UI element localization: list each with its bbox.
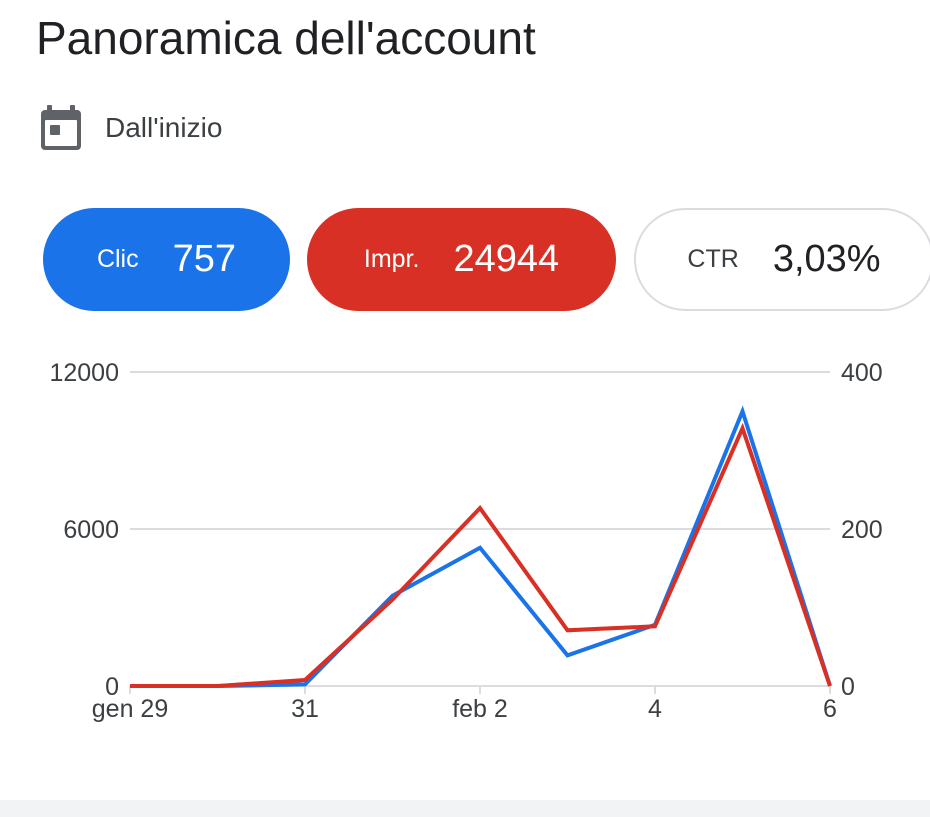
y-right-tick-label: 0 (841, 673, 855, 701)
y-right-tick-label: 200 (841, 516, 883, 544)
performance-line-chart: 0 0 6000 200 12000 400 gen 29 31 feb 2 4 6 (49, 359, 883, 723)
impressions-metric-chip[interactable]: Impr. 24944 (307, 208, 616, 311)
bottom-panel (0, 800, 930, 817)
metric-label: Clic (96, 245, 139, 273)
x-tick-label: gen 29 (92, 695, 168, 723)
ctr-metric-chip[interactable]: CTR 3,03% (634, 208, 930, 311)
x-tick-label: feb 2 (452, 695, 508, 723)
metric-value: 3,03% (772, 238, 881, 280)
metric-label: CTR (687, 245, 739, 273)
series-line-impr (130, 422, 832, 688)
y-left-tick-label: 6000 (63, 516, 119, 544)
metric-value: 24944 (453, 238, 560, 280)
page-title: Panoramica dell'account (36, 12, 536, 64)
series-line-clic (130, 405, 832, 688)
y-left-tick-label: 12000 (49, 359, 119, 387)
x-tick-label: 31 (291, 695, 319, 723)
clicks-metric-chip[interactable]: Clic 757 (43, 208, 290, 311)
x-tick-label: 6 (823, 695, 837, 723)
x-tick-label: 4 (648, 695, 662, 723)
calendar-icon (41, 105, 81, 150)
metric-value: 757 (172, 238, 237, 280)
y-right-tick-label: 400 (841, 359, 883, 387)
metric-label: Impr. (363, 245, 420, 273)
date-range-label: Dall'inizio (105, 112, 223, 143)
y-left-tick-label: 0 (105, 673, 119, 701)
date-range-selector[interactable]: Dall'inizio (40, 104, 222, 152)
